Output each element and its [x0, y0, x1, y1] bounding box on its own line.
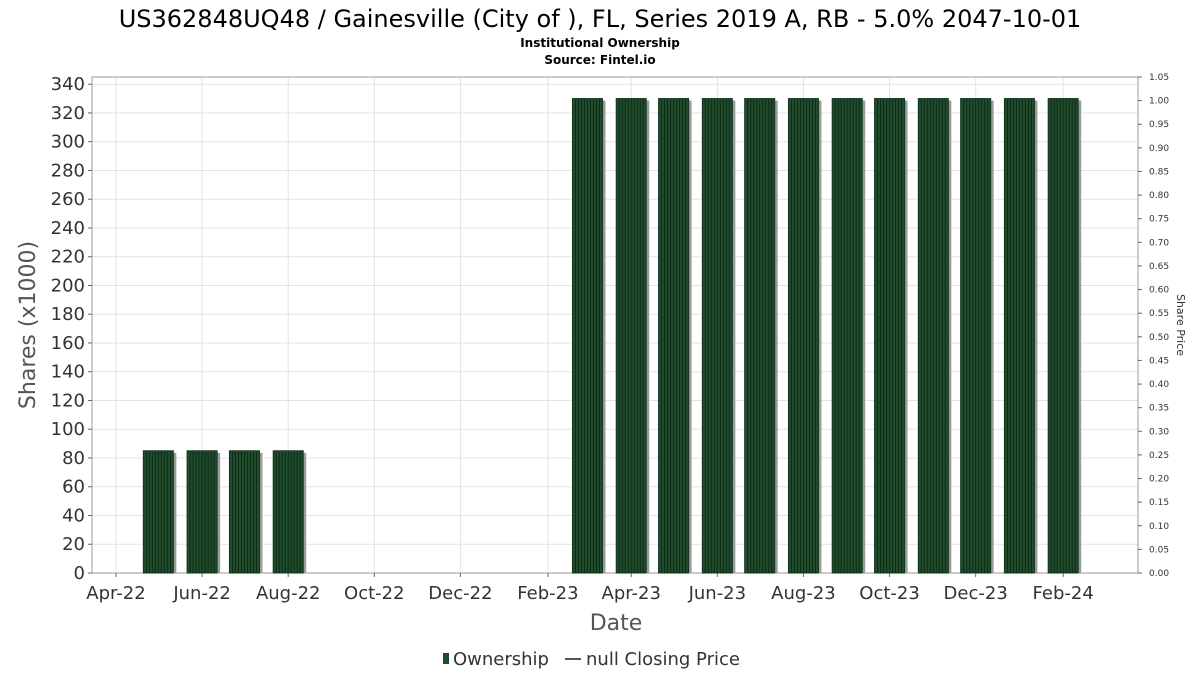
y-tick-label: 140 — [51, 362, 85, 383]
y2-tick-label: 0.95 — [1149, 120, 1169, 130]
y-axis: 0 20 40 60 80 100 120 140 160 180 200 220 240 260 280 3… — [51, 74, 92, 584]
chart-subtitle-2: Source: Fintel.io — [544, 53, 655, 67]
secondary-y-axis-label: Share Price — [1174, 294, 1187, 356]
x-tick-label: Dec-23 — [944, 583, 1008, 604]
x-tick-label: Oct-22 — [344, 583, 405, 604]
plot-area — [91, 76, 1139, 574]
x-axis-label: Date — [590, 611, 643, 636]
y-tick-label: 100 — [51, 419, 85, 440]
y-tick-label: 340 — [51, 74, 85, 95]
ownership-bars — [142, 98, 1082, 574]
legend-price-label: null Closing Price — [586, 649, 740, 670]
x-tick-label: Feb-24 — [1033, 583, 1094, 604]
y-tick-label: 260 — [51, 189, 85, 210]
y-axis-label: Shares (x1000) — [16, 241, 41, 409]
secondary-y-axis: 0.00 0.05 0.10 0.15 0.20 0.25 0.30 0.35 0.40 0.45… — [1138, 73, 1169, 579]
y2-tick-label: 0.70 — [1149, 238, 1169, 248]
y-tick-label: 300 — [51, 132, 85, 153]
chart-subtitle-1: Institutional Ownership — [520, 36, 680, 50]
x-tick-label: Jun-23 — [688, 583, 747, 604]
y2-tick-label: 0.40 — [1149, 380, 1169, 390]
x-tick-label: Apr-23 — [602, 583, 661, 604]
y2-tick-label: 0.00 — [1149, 569, 1169, 579]
y2-tick-label: 0.80 — [1149, 191, 1169, 201]
legend: Ownership null Closing Price — [443, 649, 740, 670]
y-tick-label: 320 — [51, 103, 85, 124]
y-tick-label: 240 — [51, 218, 85, 239]
y2-tick-label: 0.75 — [1149, 215, 1169, 225]
legend-ownership-label: Ownership — [453, 649, 549, 670]
y-tick-label: 60 — [62, 477, 85, 498]
x-tick-label: Aug-22 — [256, 583, 321, 604]
x-tick-label: Oct-23 — [859, 583, 920, 604]
y-tick-label: 20 — [62, 534, 85, 555]
y2-tick-label: 0.20 — [1149, 475, 1169, 485]
chart-title: US362848UQ48 / Gainesville (City of ), F… — [119, 5, 1082, 33]
y2-tick-label: 0.35 — [1149, 404, 1169, 414]
x-axis: Apr-22 Jun-22 Aug-22 Oct-22 Dec-22 Feb-23 Apr-… — [86, 573, 1094, 604]
y2-tick-label: 0.55 — [1149, 309, 1169, 319]
x-tick-label: Feb-23 — [517, 583, 578, 604]
x-tick-label: Aug-23 — [771, 583, 836, 604]
x-tick-label: Apr-22 — [86, 583, 145, 604]
y-tick-label: 200 — [51, 275, 85, 296]
y2-tick-label: 0.05 — [1149, 545, 1169, 555]
y2-tick-label: 1.00 — [1149, 97, 1169, 107]
y2-tick-label: 0.15 — [1149, 498, 1169, 508]
y2-tick-label: 0.25 — [1149, 451, 1169, 461]
y2-tick-label: 0.60 — [1149, 286, 1169, 296]
y-tick-label: 0 — [74, 563, 85, 584]
y-tick-label: 160 — [51, 333, 85, 354]
y2-tick-label: 0.85 — [1149, 167, 1169, 177]
y-tick-label: 40 — [62, 505, 85, 526]
y-tick-label: 280 — [51, 160, 85, 181]
y-tick-label: 220 — [51, 247, 85, 268]
y2-tick-label: 0.90 — [1149, 144, 1169, 154]
y2-tick-label: 1.05 — [1149, 73, 1169, 83]
y-tick-label: 180 — [51, 304, 85, 325]
y2-tick-label: 0.65 — [1149, 262, 1169, 272]
x-tick-label: Dec-22 — [428, 583, 492, 604]
x-tick-label: Jun-22 — [172, 583, 231, 604]
y2-tick-label: 0.45 — [1149, 356, 1169, 366]
y-tick-label: 80 — [62, 448, 85, 469]
y2-tick-label: 0.30 — [1149, 427, 1169, 437]
legend-ownership-swatch — [443, 653, 449, 664]
y2-tick-label: 0.50 — [1149, 333, 1169, 343]
y-tick-label: 120 — [51, 390, 85, 411]
y2-tick-label: 0.10 — [1149, 522, 1169, 532]
